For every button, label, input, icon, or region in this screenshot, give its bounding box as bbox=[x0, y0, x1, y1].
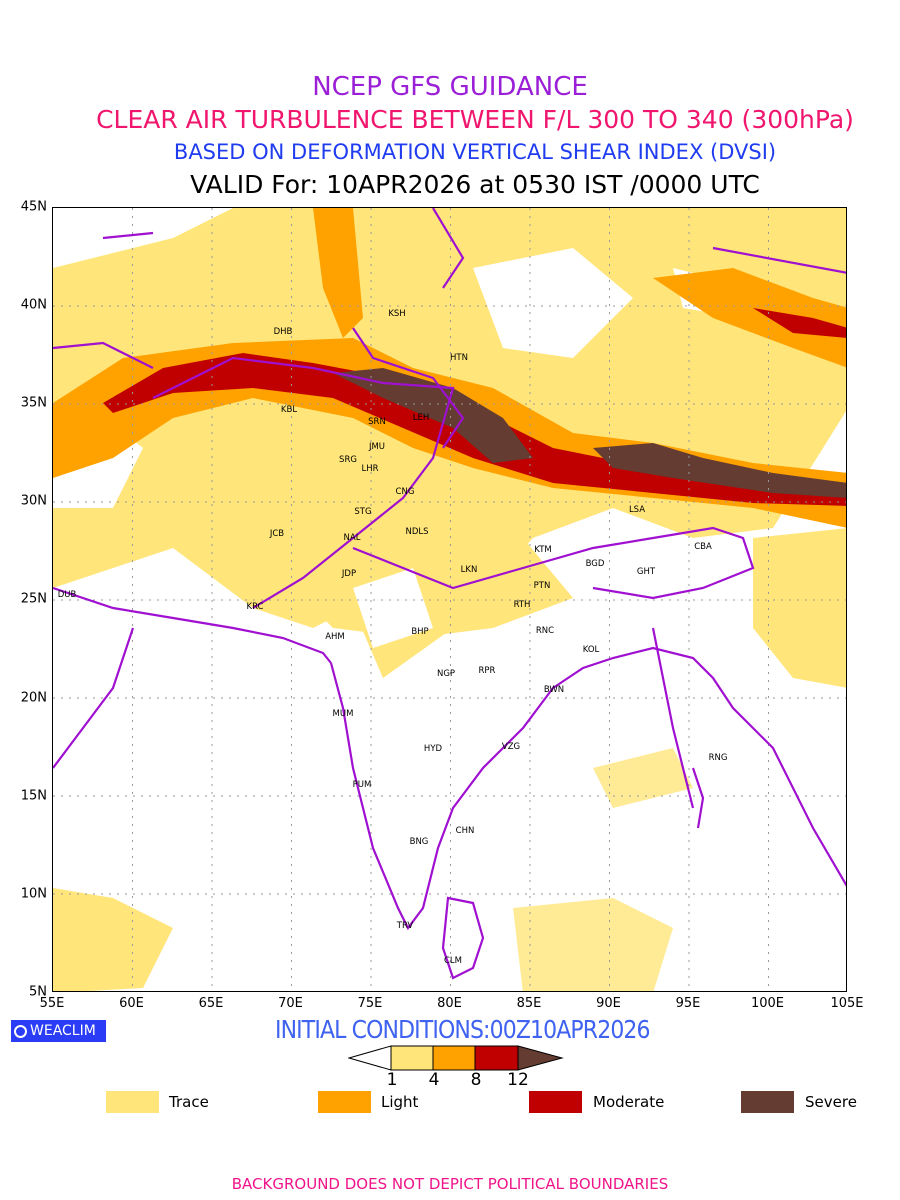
station-label: HTN bbox=[450, 353, 468, 363]
grid-lines bbox=[53, 208, 846, 991]
station-label: MUM bbox=[332, 709, 354, 719]
turbulence-map: KSH DHB HTN KBL SRN LEH JMU SRG LHR CNG STG LSA JCB N… bbox=[52, 207, 847, 992]
latitude-tick-label: 45N bbox=[20, 199, 47, 215]
colorbar-tick: 8 bbox=[470, 1070, 482, 1090]
station-label: SRG bbox=[339, 455, 357, 465]
station-label: NAL bbox=[343, 533, 361, 543]
station-label: BGD bbox=[585, 559, 605, 569]
station-label: LEH bbox=[412, 413, 430, 423]
severe-area bbox=[333, 368, 846, 498]
station-label: LSA bbox=[628, 505, 646, 515]
station-label: STG bbox=[354, 507, 372, 517]
colorbar-below-triangle bbox=[348, 1045, 392, 1071]
station-label: CBA bbox=[694, 542, 712, 552]
legend-label-light: Light bbox=[381, 1093, 419, 1111]
legend-swatch-trace bbox=[106, 1091, 159, 1113]
latitude-tick-label: 10N bbox=[20, 886, 47, 902]
station-label: TRV bbox=[396, 921, 414, 931]
latitude-tick-label: 30N bbox=[20, 493, 47, 509]
legend-label-moderate: Moderate bbox=[593, 1093, 665, 1111]
station-label: KSH bbox=[388, 309, 406, 319]
title-valid-time: VALID For: 10APR2026 at 0530 IST /0000 U… bbox=[190, 170, 760, 199]
title-product: CLEAR AIR TURBULENCE BETWEEN F/L 300 TO … bbox=[96, 105, 854, 134]
longitude-tick-label: 75E bbox=[357, 996, 383, 1011]
longitude-tick-label: 105E bbox=[830, 996, 864, 1011]
station-label: JCB bbox=[269, 529, 285, 539]
colorbar-tick: 1 bbox=[386, 1070, 398, 1090]
station-label: GHT bbox=[636, 567, 656, 577]
colorbar-tick: 4 bbox=[428, 1070, 440, 1090]
longitude-tick-label: 55E bbox=[39, 996, 65, 1011]
station-label: SRN bbox=[368, 417, 386, 427]
station-label: NDLS bbox=[405, 527, 429, 537]
longitude-tick-label: 60E bbox=[119, 996, 144, 1011]
station-label: NGP bbox=[436, 669, 456, 679]
station-label: CHN bbox=[455, 826, 475, 836]
station-label: KBL bbox=[280, 405, 298, 415]
station-label: PUM bbox=[352, 780, 372, 790]
station-label: RNC bbox=[535, 626, 555, 636]
legend-swatch-light bbox=[318, 1091, 371, 1113]
station-label: AHM bbox=[325, 632, 345, 642]
station-label: KTM bbox=[534, 545, 552, 555]
station-label: RTH bbox=[513, 600, 531, 610]
longitude-tick-label: 95E bbox=[675, 996, 701, 1011]
longitude-tick-label: 85E bbox=[516, 996, 542, 1011]
station-label: LKN bbox=[460, 565, 478, 575]
longitude-tick-label: 70E bbox=[278, 996, 303, 1011]
longitude-tick-label: 65E bbox=[198, 996, 224, 1011]
colorbar-severe-triangle bbox=[517, 1045, 564, 1071]
latitude-tick-label: 40N bbox=[20, 297, 47, 313]
station-label: KOL bbox=[582, 645, 600, 655]
station-label: LHR bbox=[361, 464, 379, 474]
weaclim-logo: WEACLIM bbox=[11, 1020, 106, 1042]
colorbar-tick: 12 bbox=[507, 1070, 529, 1090]
station-label: CLM bbox=[443, 956, 463, 966]
title-method: BASED ON DEFORMATION VERTICAL SHEAR INDE… bbox=[173, 140, 777, 164]
legend-swatch-moderate bbox=[529, 1091, 582, 1113]
footer-disclaimer: BACKGROUND DOES NOT DEPICT POLITICAL BOU… bbox=[231, 1175, 669, 1193]
colorbar-trace bbox=[390, 1045, 434, 1071]
latitude-tick-label: 20N bbox=[20, 690, 47, 705]
legend-swatch-severe bbox=[741, 1091, 794, 1113]
station-label: DHB bbox=[273, 327, 293, 337]
station-label: CNG bbox=[395, 487, 415, 497]
legend-label-severe: Severe bbox=[805, 1093, 857, 1111]
longitude-tick-label: 80E bbox=[437, 996, 462, 1011]
station-label: DUB bbox=[57, 590, 77, 600]
station-label: PTN bbox=[533, 581, 551, 591]
latitude-tick-label: 35N bbox=[20, 395, 47, 411]
map-fields bbox=[53, 208, 846, 991]
longitude-tick-label: 90E bbox=[596, 996, 621, 1011]
station-label: HYD bbox=[423, 744, 443, 754]
station-label: JDP bbox=[341, 569, 357, 579]
station-label: RPR bbox=[478, 666, 496, 676]
latitude-tick-label: 5N bbox=[29, 984, 47, 1000]
colorbar-light bbox=[432, 1045, 476, 1071]
longitude-tick-label: 100E bbox=[750, 996, 785, 1011]
station-label: BNG bbox=[409, 837, 429, 847]
logo-ring-icon bbox=[14, 1024, 27, 1038]
station-label: KRC bbox=[246, 602, 264, 612]
colorbar-moderate bbox=[474, 1045, 519, 1071]
station-label: BHP bbox=[411, 627, 429, 637]
latitude-tick-label: 15N bbox=[20, 788, 47, 804]
title-agency: NCEP GFS GUIDANCE bbox=[312, 72, 588, 102]
colorbar bbox=[348, 1045, 564, 1071]
logo-text: WEACLIM bbox=[30, 1023, 96, 1039]
station-label: BWN bbox=[543, 685, 565, 695]
initial-conditions: INITIAL CONDITIONS:00Z10APR2026 bbox=[275, 1015, 651, 1044]
coastlines-boundaries bbox=[53, 208, 846, 980]
latitude-tick-label: 25N bbox=[20, 591, 47, 607]
station-label: VZG bbox=[501, 742, 521, 752]
station-label: RNG bbox=[708, 753, 728, 763]
station-label: JMU bbox=[368, 442, 386, 452]
legend-label-trace: Trace bbox=[169, 1093, 209, 1111]
